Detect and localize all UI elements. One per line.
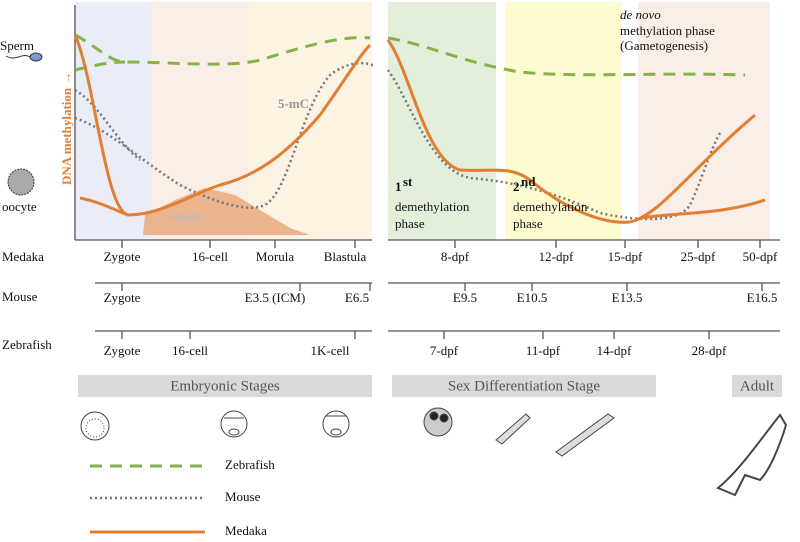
row-name: Zebrafish bbox=[2, 337, 52, 352]
stage-text: Embryonic Stages bbox=[170, 378, 280, 394]
stage-label: E10.5 bbox=[517, 290, 548, 305]
stage-label: 15-dpf bbox=[608, 249, 643, 264]
y-axis-label: DNA methylation → bbox=[59, 72, 74, 185]
phase-num: 1 bbox=[395, 179, 402, 194]
phase-text: phase bbox=[513, 216, 543, 231]
phase-text: (Gametogenesis) bbox=[620, 38, 708, 53]
stage-label: Zygote bbox=[104, 343, 141, 358]
stage-label: 50-dpf bbox=[743, 249, 778, 264]
sperm-icon bbox=[5, 52, 43, 62]
timeline-rows: Medaka Zygote 16-cell Morula Blastula 8-dpf 12… bbox=[2, 239, 780, 358]
hmc-label: 5-hmC bbox=[168, 209, 206, 224]
stage-label: 8-dpf bbox=[441, 249, 470, 264]
curves bbox=[73, 33, 766, 224]
row-name: Mouse bbox=[2, 289, 38, 304]
phase-sup: st bbox=[403, 174, 413, 189]
sperm-label: Sperm bbox=[0, 38, 34, 53]
mc-label: 5-mC bbox=[278, 96, 309, 111]
stage-label: Zygote bbox=[104, 290, 141, 305]
stage-label: Morula bbox=[256, 249, 295, 264]
stage-label: 14-dpf bbox=[597, 343, 632, 358]
stage-bar bbox=[732, 375, 782, 397]
stage-label: E3.5 (ICM) bbox=[245, 290, 306, 305]
stage-label: Zygote bbox=[104, 249, 141, 264]
legend-label: Mouse bbox=[225, 489, 261, 504]
phase-num: 2 bbox=[513, 179, 520, 194]
stage-label: 28-dpf bbox=[692, 343, 727, 358]
phase-sup: nd bbox=[521, 174, 536, 189]
phase-text: phase bbox=[395, 216, 425, 231]
stage-label: 7-dpf bbox=[430, 343, 459, 358]
stage-label: E16.5 bbox=[747, 290, 778, 305]
oocyte-icon bbox=[7, 168, 35, 196]
row-name: Medaka bbox=[2, 249, 44, 264]
stage-label: 25-dpf bbox=[681, 249, 716, 264]
stage-label: 12-dpf bbox=[539, 249, 574, 264]
oocyte-label: oocyte bbox=[2, 199, 37, 214]
phase-text: de novo bbox=[620, 7, 661, 22]
stage-label: E6.5 bbox=[345, 290, 369, 305]
stage-label: 1K-cell bbox=[311, 343, 350, 358]
stage-text: Sex Differentiation Stage bbox=[448, 378, 601, 394]
phase-label: 1 st demethylation phase 2 nd demethylat… bbox=[395, 7, 715, 231]
stage-icons bbox=[80, 407, 788, 497]
stage-label: 16-cell bbox=[192, 249, 228, 264]
stage-label: 16-cell bbox=[172, 343, 208, 358]
stage-label: 11-dpf bbox=[526, 343, 561, 358]
legend-label: Medaka bbox=[225, 523, 267, 538]
stage-label: E9.5 bbox=[453, 290, 477, 305]
phase-text: methylation phase bbox=[620, 23, 715, 38]
phase-text: demethylation bbox=[395, 199, 470, 214]
phase-text: demethylation bbox=[513, 199, 588, 214]
legend-label: Zebrafish bbox=[225, 457, 275, 472]
stage-bar bbox=[392, 375, 656, 397]
stage-bar bbox=[78, 375, 372, 397]
stage-label: E13.5 bbox=[612, 290, 643, 305]
stage-label: Blastula bbox=[324, 249, 367, 264]
stage-text: Adult bbox=[740, 378, 775, 394]
